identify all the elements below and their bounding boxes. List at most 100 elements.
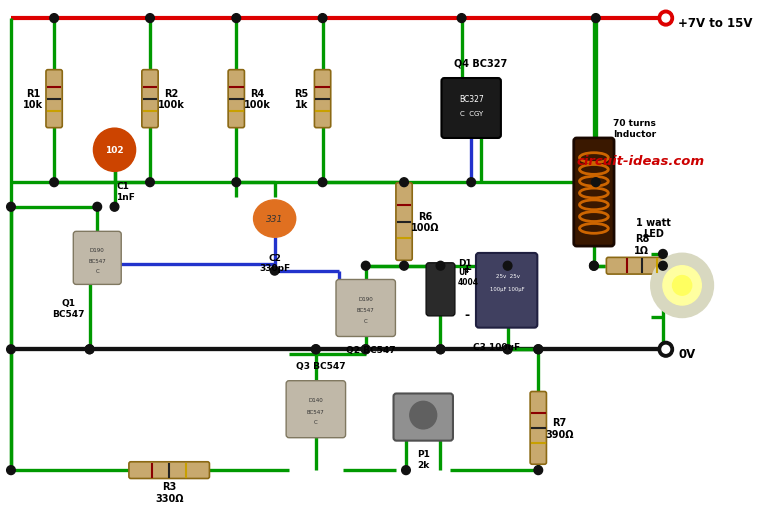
Circle shape	[232, 178, 241, 187]
Circle shape	[361, 262, 370, 271]
Text: BC547: BC547	[356, 308, 375, 313]
Text: D1: D1	[457, 259, 471, 268]
Circle shape	[318, 178, 327, 187]
Text: C  CGY: C CGY	[460, 111, 483, 117]
Circle shape	[467, 178, 476, 187]
FancyBboxPatch shape	[336, 280, 396, 337]
Text: C3 100uF: C3 100uF	[473, 343, 519, 351]
Circle shape	[590, 262, 598, 271]
Circle shape	[50, 178, 58, 187]
Circle shape	[658, 342, 673, 358]
Text: R4
100k: R4 100k	[244, 89, 271, 110]
Circle shape	[436, 345, 444, 354]
Text: D190: D190	[90, 247, 105, 252]
FancyBboxPatch shape	[530, 392, 546, 464]
Ellipse shape	[253, 200, 296, 238]
Circle shape	[110, 203, 119, 212]
Text: D140: D140	[308, 397, 324, 402]
FancyBboxPatch shape	[476, 254, 537, 328]
Text: Q2 BC547: Q2 BC547	[346, 345, 396, 355]
FancyBboxPatch shape	[607, 258, 677, 275]
FancyBboxPatch shape	[441, 79, 501, 139]
Text: BC547: BC547	[307, 409, 324, 414]
FancyBboxPatch shape	[46, 71, 62, 128]
Circle shape	[590, 262, 598, 271]
Circle shape	[93, 129, 135, 172]
FancyBboxPatch shape	[574, 139, 614, 246]
Text: C: C	[314, 420, 317, 425]
Text: P1
2k: P1 2k	[417, 449, 430, 469]
Text: C1
1nF: C1 1nF	[116, 182, 135, 201]
Circle shape	[503, 262, 512, 271]
FancyBboxPatch shape	[228, 71, 245, 128]
Circle shape	[270, 267, 279, 276]
Text: -: -	[465, 309, 470, 322]
Circle shape	[652, 255, 713, 317]
FancyBboxPatch shape	[286, 381, 346, 438]
FancyBboxPatch shape	[393, 394, 453, 441]
Text: R1
10k: R1 10k	[23, 89, 43, 110]
Circle shape	[662, 15, 669, 23]
Text: C: C	[364, 319, 368, 324]
Text: +7V to 15V: +7V to 15V	[679, 17, 753, 29]
Circle shape	[436, 345, 444, 354]
Text: D190: D190	[358, 296, 373, 301]
Circle shape	[232, 15, 241, 23]
Circle shape	[503, 345, 512, 354]
Text: 100µF 100µF: 100µF 100µF	[490, 286, 525, 291]
Circle shape	[662, 345, 669, 353]
Text: 331: 331	[266, 215, 283, 224]
FancyBboxPatch shape	[426, 263, 455, 316]
Text: 1 watt
LED: 1 watt LED	[636, 217, 671, 239]
Circle shape	[591, 15, 600, 23]
FancyBboxPatch shape	[142, 71, 158, 128]
Circle shape	[659, 345, 667, 354]
Text: circuit-ideas.com: circuit-ideas.com	[577, 155, 705, 168]
Text: 102: 102	[106, 146, 124, 155]
Text: BC547: BC547	[89, 259, 106, 264]
Circle shape	[400, 178, 409, 187]
Circle shape	[7, 466, 15, 475]
Circle shape	[534, 466, 542, 475]
Text: C2
330pF: C2 330pF	[259, 254, 290, 273]
Circle shape	[93, 203, 102, 212]
Circle shape	[658, 11, 673, 27]
Text: Q4 BC327: Q4 BC327	[454, 58, 507, 68]
Text: 0V: 0V	[679, 347, 695, 360]
Circle shape	[503, 345, 512, 354]
Circle shape	[85, 345, 94, 354]
Circle shape	[534, 345, 542, 354]
Circle shape	[7, 203, 15, 212]
Circle shape	[591, 178, 600, 187]
Circle shape	[659, 262, 667, 271]
Text: UF
4004: UF 4004	[457, 267, 479, 287]
Text: BC327: BC327	[459, 95, 483, 104]
FancyBboxPatch shape	[129, 462, 210, 479]
FancyBboxPatch shape	[73, 232, 121, 285]
Text: C: C	[96, 269, 99, 274]
Circle shape	[145, 178, 155, 187]
Circle shape	[410, 401, 437, 429]
FancyBboxPatch shape	[396, 183, 412, 261]
Text: R6
100Ω: R6 100Ω	[411, 211, 439, 233]
Text: 25v  25v: 25v 25v	[496, 274, 519, 278]
Text: Q3 BC547: Q3 BC547	[296, 361, 346, 370]
Circle shape	[400, 262, 409, 271]
Circle shape	[659, 250, 667, 259]
Text: 70 turns
Inductor: 70 turns Inductor	[613, 119, 656, 138]
Circle shape	[534, 345, 542, 354]
Circle shape	[7, 345, 15, 354]
Circle shape	[85, 345, 94, 354]
Text: R7
390Ω: R7 390Ω	[545, 417, 574, 439]
Circle shape	[361, 345, 370, 354]
Text: +: +	[462, 263, 473, 276]
Circle shape	[361, 345, 370, 354]
Circle shape	[50, 15, 58, 23]
Text: R5
1k: R5 1k	[295, 89, 308, 110]
Circle shape	[311, 345, 321, 354]
Circle shape	[436, 262, 444, 271]
Text: R8
1Ω: R8 1Ω	[634, 234, 649, 256]
Circle shape	[457, 15, 466, 23]
Text: R2
100k: R2 100k	[158, 89, 184, 110]
Circle shape	[311, 345, 321, 354]
